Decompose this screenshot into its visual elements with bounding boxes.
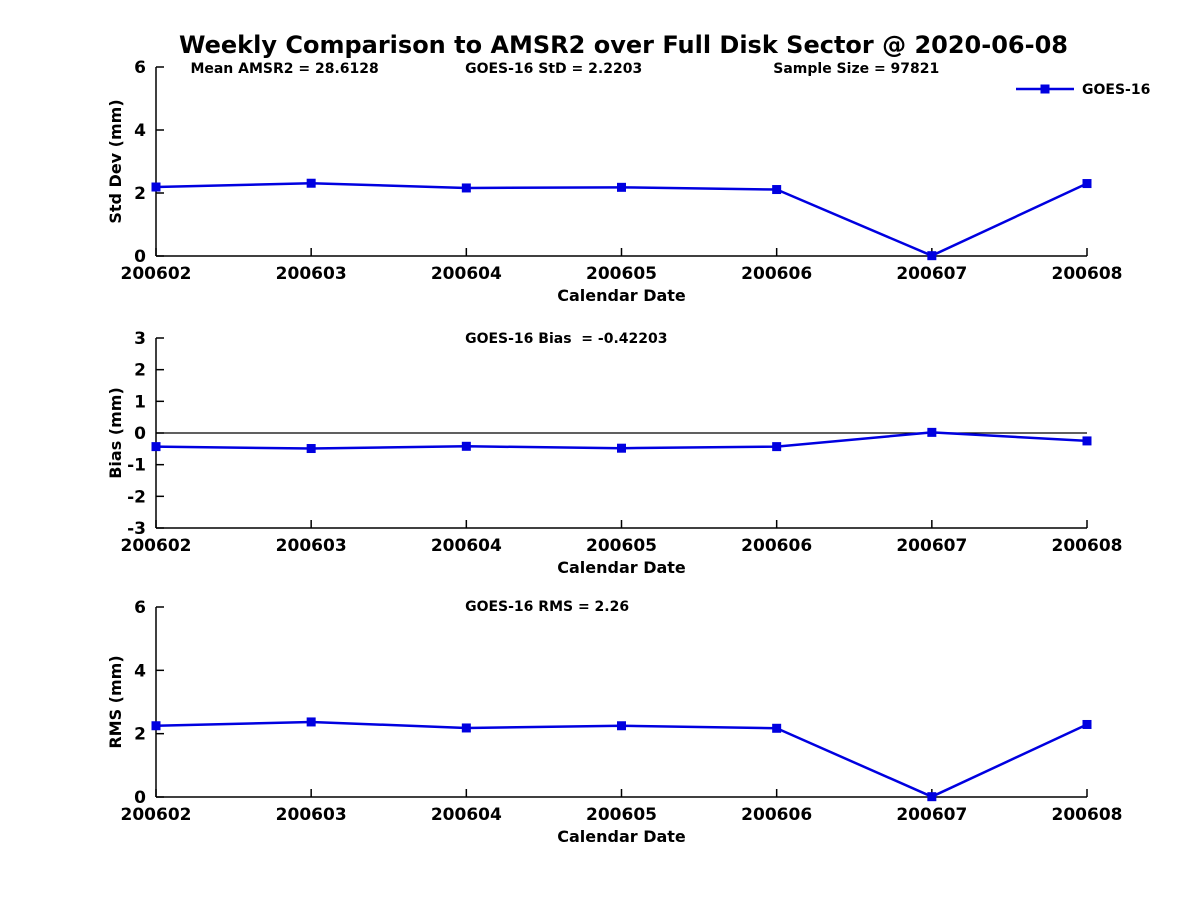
x-tick-label: 200605 <box>586 805 657 825</box>
annotation: Mean AMSR2 = 28.6128 <box>190 61 378 77</box>
data-point-marker <box>151 182 161 192</box>
data-point-marker <box>306 444 316 454</box>
y-tick-label: 2 <box>134 361 146 381</box>
data-point-marker <box>772 442 782 452</box>
data-point-marker <box>306 717 316 727</box>
data-point-marker <box>617 182 626 192</box>
data-point-marker <box>461 183 471 193</box>
x-tick-label: 200607 <box>896 536 967 556</box>
x-axis-title: Calendar Date <box>557 558 686 577</box>
x-tick-label: 200604 <box>431 536 502 556</box>
y-axis-title: RMS (mm) <box>106 655 125 748</box>
y-tick-label: 0 <box>134 788 146 808</box>
x-tick-label: 200604 <box>431 264 502 284</box>
data-point-marker <box>1082 179 1092 189</box>
figure-title: Weekly Comparison to AMSR2 over Full Dis… <box>179 31 1068 59</box>
y-tick-label: 3 <box>134 329 146 349</box>
y-axis-title: Bias (mm) <box>106 387 125 479</box>
data-point-marker <box>306 178 316 188</box>
data-point-marker <box>617 443 626 453</box>
legend-label: GOES-16 <box>1082 82 1150 98</box>
y-tick-label: 1 <box>134 392 146 412</box>
x-tick-label: 200602 <box>121 805 192 825</box>
x-tick-label: 200606 <box>741 264 812 284</box>
data-point-marker <box>927 792 937 802</box>
data-point-marker <box>927 427 937 437</box>
y-tick-label: 2 <box>134 725 146 745</box>
annotation: Sample Size = 97821 <box>773 61 939 77</box>
x-tick-label: 200602 <box>121 536 192 556</box>
y-tick-label: 0 <box>134 247 146 267</box>
data-point-marker <box>461 441 471 451</box>
annotation: GOES-16 Bias = -0.42203 <box>465 331 667 347</box>
data-point-marker <box>1082 436 1092 446</box>
x-tick-label: 200608 <box>1052 264 1123 284</box>
y-tick-label: 4 <box>134 661 146 681</box>
y-tick-label: 0 <box>134 424 146 444</box>
data-point-marker <box>772 723 782 733</box>
x-axis-title: Calendar Date <box>557 827 686 846</box>
legend-marker <box>1040 84 1050 94</box>
data-point-marker <box>617 721 626 731</box>
y-tick-label: -2 <box>127 487 146 507</box>
x-tick-label: 200602 <box>121 264 192 284</box>
x-tick-label: 200607 <box>896 264 967 284</box>
annotation: GOES-16 StD = 2.2203 <box>465 61 642 77</box>
data-point-marker <box>151 721 161 731</box>
x-tick-label: 200603 <box>276 264 347 284</box>
annotation: GOES-16 RMS = 2.26 <box>465 599 629 615</box>
x-axis-title: Calendar Date <box>557 286 686 305</box>
y-tick-label: 6 <box>134 58 146 78</box>
x-tick-label: 200606 <box>741 536 812 556</box>
y-tick-label: 4 <box>134 121 146 141</box>
x-tick-label: 200603 <box>276 805 347 825</box>
data-point-marker <box>461 723 471 733</box>
y-tick-label: 2 <box>134 184 146 204</box>
x-tick-label: 200608 <box>1052 536 1123 556</box>
data-point-marker <box>927 251 937 261</box>
y-axis-title: Std Dev (mm) <box>106 99 125 223</box>
x-tick-label: 200603 <box>276 536 347 556</box>
x-tick-label: 200608 <box>1052 805 1123 825</box>
data-line <box>155 181 1088 257</box>
data-line <box>155 720 1088 798</box>
x-tick-label: 200606 <box>741 805 812 825</box>
x-tick-label: 200604 <box>431 805 502 825</box>
data-point-marker <box>1082 719 1092 729</box>
x-tick-label: 200607 <box>896 805 967 825</box>
data-point-marker <box>772 185 782 195</box>
data-point-marker <box>151 442 161 452</box>
x-tick-label: 200605 <box>586 264 657 284</box>
y-tick-label: -1 <box>127 456 146 476</box>
x-tick-label: 200605 <box>586 536 657 556</box>
y-tick-label: 6 <box>134 598 146 618</box>
y-tick-label: -3 <box>127 519 146 539</box>
